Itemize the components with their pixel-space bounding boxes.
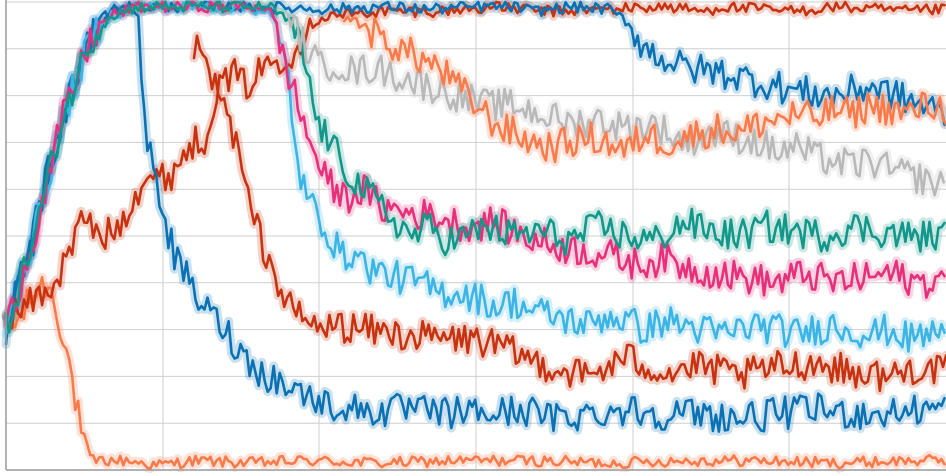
series-line-3 <box>4 3 946 433</box>
axes <box>5 0 946 471</box>
series-line-0 <box>4 275 946 470</box>
series-line-1 <box>4 0 946 330</box>
series-lines <box>4 0 946 470</box>
series-line-2 <box>192 34 946 393</box>
series-line-8 <box>286 13 945 197</box>
series-line-7 <box>4 0 946 334</box>
series-line-9 <box>343 15 946 164</box>
